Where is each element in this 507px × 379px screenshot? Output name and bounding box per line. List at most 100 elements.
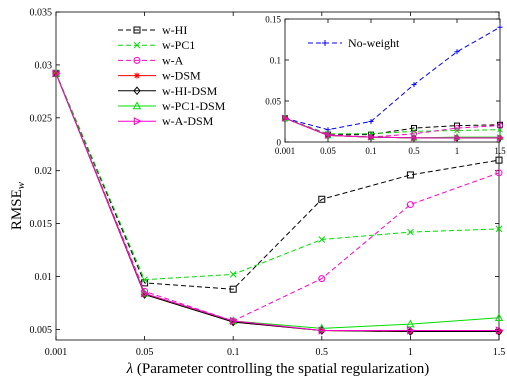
inset-y-tick-label: 0.1 <box>270 56 281 66</box>
data-point <box>53 70 59 77</box>
inset-y-tick-label: 0.15 <box>265 15 281 25</box>
inset-data-point <box>497 122 503 129</box>
legend-item: w-A <box>118 53 184 67</box>
data-point <box>407 326 416 335</box>
inset-series-unlabeled-7 <box>282 114 505 142</box>
inset-data-point <box>497 134 505 142</box>
data-point <box>318 195 326 203</box>
legend-marker <box>133 117 142 126</box>
y-axis-label-subscript: w <box>15 181 27 189</box>
inset-data-point <box>454 49 460 55</box>
inset-x-tick-label: 1 <box>455 146 460 156</box>
x-axis-label: λ (Parameter controlling the spatial reg… <box>126 361 430 377</box>
series-line <box>55 73 500 290</box>
inset-data-point <box>454 122 460 129</box>
data-point <box>494 313 504 321</box>
inset-data-point <box>411 134 419 142</box>
data-point <box>140 288 149 297</box>
legend-item: w-A-DSM <box>118 114 214 128</box>
legend-marker <box>134 72 140 79</box>
y-axis-label: RMSEw <box>9 181 27 230</box>
data-point <box>406 201 414 209</box>
inset-data-point <box>454 134 462 142</box>
inset-data-point <box>282 114 290 122</box>
legend-label: w-DSM <box>162 69 201 83</box>
legend-label: w-A <box>162 53 184 67</box>
legend-label: w-PC1 <box>162 38 195 52</box>
x-axis-label-symbol: λ <box>126 361 134 377</box>
y-tick-label: 0.025 <box>30 113 53 124</box>
inset-plot: 0.001 0.05 0.1 0.5 1 1.5 0 0.05 0.1 0.15 No-weight <box>265 15 506 157</box>
inset-series-line <box>284 26 501 131</box>
legend-item: w-HI <box>118 23 187 37</box>
inset-data-point <box>368 119 374 124</box>
data-point <box>495 169 503 177</box>
legend-marker <box>133 56 141 64</box>
series-line <box>55 73 500 322</box>
legend-label: w-A-DSM <box>162 114 214 128</box>
data-point <box>52 69 61 78</box>
inset-data-point <box>411 125 417 132</box>
x-tick-label: 0.1 <box>227 347 240 358</box>
inset-x-tick-label: 1.5 <box>494 146 506 156</box>
data-point <box>407 228 414 236</box>
legend-marker <box>133 41 141 49</box>
data-point <box>318 275 326 283</box>
legend-label: w-HI <box>162 23 187 37</box>
y-tick-label: 0.02 <box>35 166 53 177</box>
inset-legend: No-weight <box>308 36 400 50</box>
legend-label: w-HI-DSM <box>162 84 218 98</box>
inset-plot-frame <box>284 18 501 143</box>
data-point <box>406 319 415 328</box>
data-point <box>318 236 326 243</box>
legend-item: w-DSM <box>118 69 201 83</box>
y-tick-label: 0.03 <box>35 60 53 71</box>
inset-y-tick-label: 0 <box>277 138 282 148</box>
x-axis-label-text: (Parameter controlling the spatial regul… <box>133 361 429 377</box>
inset-x-tick-label: 0.001 <box>275 146 295 156</box>
data-point <box>495 156 503 164</box>
inset-y-tick-label: 0.05 <box>265 97 281 107</box>
x-tick-label: 1 <box>408 347 413 358</box>
inset-series-line <box>284 117 500 139</box>
series-line <box>55 73 499 331</box>
data-point <box>495 326 504 335</box>
data-point <box>318 326 327 335</box>
x-tick-label: 0.001 <box>45 347 68 358</box>
data-point <box>495 225 503 233</box>
series-line <box>55 73 500 281</box>
inset-x-tick-label: 0.5 <box>408 146 420 156</box>
legend-marker <box>132 101 142 110</box>
inset-data-point <box>325 131 333 140</box>
inset-x-tick-label: 0.1 <box>365 146 376 156</box>
x-tick-label: 0.05 <box>136 347 154 358</box>
series-w-a-dsm <box>52 69 504 335</box>
legend-marker <box>133 86 141 96</box>
data-point <box>406 171 414 179</box>
inset-data-point <box>497 24 503 30</box>
data-point <box>229 271 237 278</box>
inset-x-tick-label: 0.05 <box>320 146 336 156</box>
legend-marker <box>133 26 141 34</box>
x-tick-label: 0.5 <box>316 347 329 358</box>
data-point <box>141 276 148 284</box>
legend-label: w-PC1-DSM <box>162 99 226 113</box>
legend-item: w-PC1 <box>118 38 195 52</box>
data-point <box>230 316 238 326</box>
y-tick-label: 0.015 <box>30 219 53 230</box>
legend-item: w-PC1-DSM <box>118 99 226 113</box>
inset-legend-item: No-weight <box>308 36 400 50</box>
x-tick-label: 1.5 <box>493 347 506 358</box>
data-point <box>51 68 61 77</box>
data-point <box>229 285 237 293</box>
y-tick-label: 0.035 <box>30 8 53 19</box>
inset-data-point <box>411 82 417 88</box>
inset-legend-marker <box>322 40 328 46</box>
y-tick-label: 0.01 <box>35 272 53 283</box>
y-tick-label: 0.005 <box>30 325 53 336</box>
inset-data-point <box>368 133 376 141</box>
legend-item: w-HI-DSM <box>118 84 218 98</box>
data-point <box>141 289 150 298</box>
